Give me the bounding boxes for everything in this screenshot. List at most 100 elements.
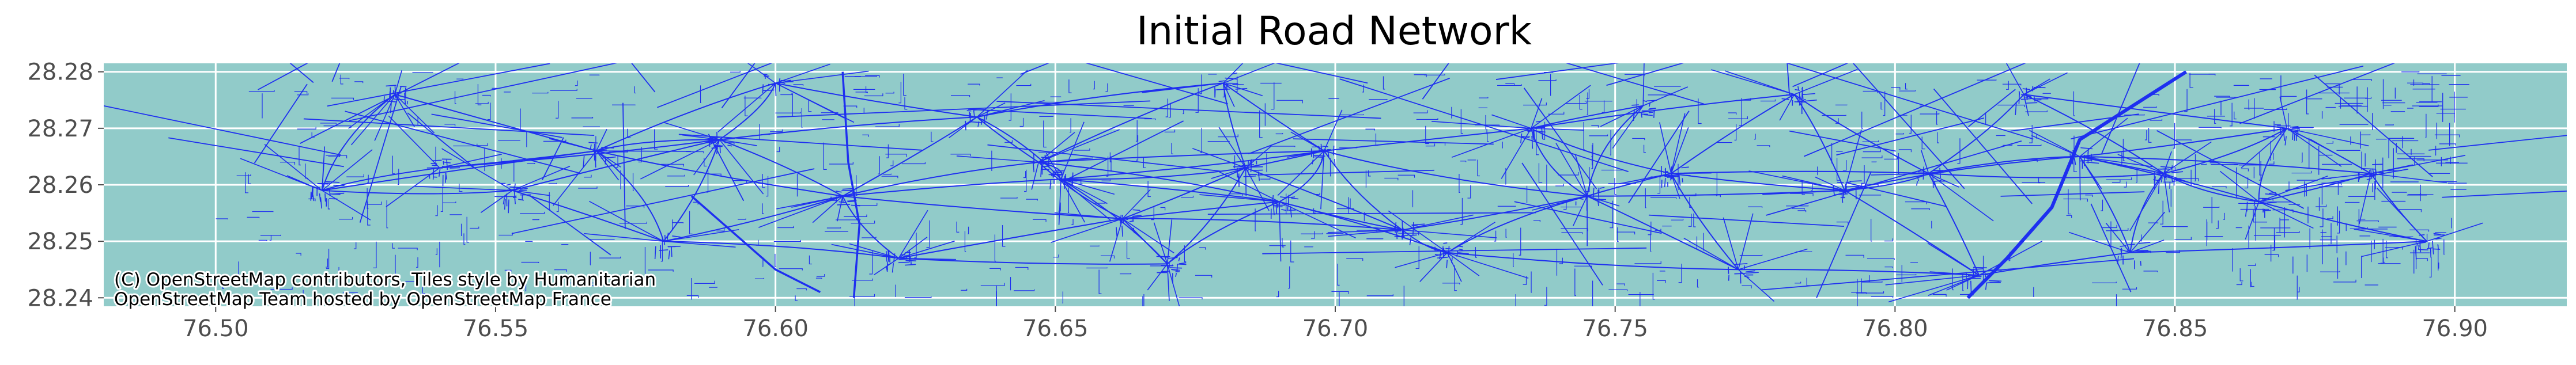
- road-link: [1844, 189, 1980, 276]
- field-track: [756, 239, 759, 246]
- spoke-road: [1038, 157, 1094, 163]
- field-track: [745, 96, 748, 116]
- spoke-road: [2079, 156, 2152, 168]
- attribution-line-2: OpenStreetMap Team hosted by OpenStreetM…: [114, 289, 611, 310]
- field-track: [1282, 238, 1285, 248]
- rural-road: [1852, 63, 1965, 189]
- field-track: [1086, 267, 1108, 269]
- spoke-road: [388, 115, 440, 169]
- field-track: [1671, 219, 1684, 220]
- spoke-road: [1782, 175, 1845, 191]
- village-streets: [1431, 85, 1591, 179]
- field-track: [1632, 138, 1645, 140]
- spoke-road: [1573, 196, 1588, 226]
- field-track: [766, 176, 769, 197]
- field-track: [931, 131, 934, 142]
- spoke-road: [1287, 150, 1324, 158]
- field-track: [1760, 99, 1776, 102]
- rural-road: [542, 137, 564, 180]
- street: [1247, 161, 1249, 173]
- rural-road: [529, 195, 611, 256]
- street: [1745, 272, 1759, 274]
- field-track: [1538, 163, 1543, 183]
- spoke-road: [2163, 141, 2212, 174]
- x-tick-label: 76.80: [1862, 315, 1928, 342]
- y-tick-label: 28.28: [27, 59, 93, 86]
- spoke-road: [1279, 201, 1282, 262]
- field-track: [2270, 140, 2271, 161]
- field-track: [1857, 279, 1860, 306]
- spoke-road: [584, 233, 664, 242]
- field-track: [792, 93, 794, 116]
- field-track: [1909, 115, 1912, 134]
- spoke-road: [1122, 189, 1151, 219]
- road-link: [842, 161, 1039, 197]
- field-track: [1543, 121, 1546, 140]
- field-track: [1789, 193, 1814, 196]
- road-link: [1402, 195, 1588, 231]
- field-track: [2250, 282, 2254, 287]
- field-track: [620, 170, 621, 189]
- x-tick-label: 76.75: [1582, 315, 1648, 342]
- spoke-road: [2079, 117, 2128, 157]
- street: [2160, 177, 2163, 183]
- street: [1797, 97, 1799, 102]
- spoke-road: [837, 196, 843, 222]
- field-track: [964, 231, 966, 252]
- field-track: [855, 92, 868, 93]
- field-track: [2326, 216, 2333, 219]
- street: [595, 155, 596, 168]
- field-track: [1739, 98, 1742, 126]
- field-track: [759, 124, 763, 140]
- street: [2033, 96, 2035, 102]
- field-track: [320, 123, 337, 124]
- field-track: [1120, 273, 1132, 275]
- field-track: [890, 160, 894, 166]
- street: [1597, 199, 1599, 206]
- spoke-road: [2219, 170, 2260, 203]
- field-track: [2434, 134, 2460, 138]
- rural-road: [622, 102, 626, 229]
- field-track: [705, 170, 709, 193]
- spoke-road: [1223, 83, 1235, 108]
- field-track: [2386, 241, 2388, 258]
- field-track: [1546, 164, 1548, 192]
- spoke-road: [1218, 127, 1247, 168]
- road-link: [1166, 201, 1280, 265]
- field-track: [1276, 291, 1279, 298]
- field-track: [2397, 158, 2424, 162]
- field-track: [2066, 215, 2072, 218]
- field-track: [548, 182, 557, 184]
- field-track: [1842, 160, 1847, 171]
- field-track: [1184, 245, 1187, 263]
- field-track: [1895, 132, 1904, 135]
- spoke-road: [758, 195, 843, 228]
- field-track: [1313, 208, 1316, 214]
- street: [2135, 250, 2148, 252]
- field-track: [1053, 254, 1059, 258]
- field-track: [504, 269, 512, 272]
- spoke-road: [2287, 128, 2369, 147]
- street: [312, 194, 315, 201]
- street: [1116, 227, 1118, 237]
- field-track: [1936, 111, 1938, 125]
- field-track: [1315, 192, 1320, 195]
- field-track: [1985, 112, 1986, 125]
- x-tick-label: 76.70: [1302, 315, 1369, 342]
- spoke-road: [322, 190, 371, 220]
- rural-road: [1248, 77, 1450, 155]
- rural-road: [1514, 201, 1662, 234]
- field-track: [2120, 152, 2122, 167]
- field-track: [654, 129, 658, 150]
- field-track: [1640, 292, 1641, 306]
- rural-road: [1933, 88, 2033, 204]
- field-track: [904, 97, 908, 110]
- field-track: [405, 279, 416, 282]
- field-track: [1126, 241, 1130, 259]
- village-streets: [1045, 121, 1115, 225]
- field-track: [627, 128, 631, 138]
- field-track: [1026, 199, 1038, 201]
- spoke-road: [1738, 213, 1754, 270]
- field-track: [2109, 221, 2112, 247]
- field-track: [1608, 182, 1637, 184]
